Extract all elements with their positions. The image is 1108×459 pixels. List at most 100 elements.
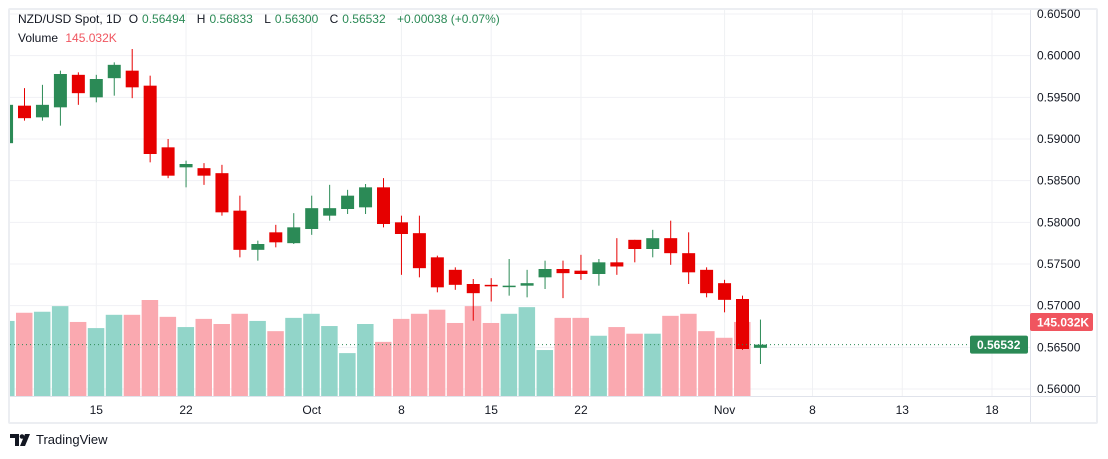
- legend: NZD/USD Spot, 1D O 0.56494 H 0.56833 L 0.56…: [18, 10, 504, 48]
- candle-body: [10, 104, 14, 144]
- candle-body: [179, 164, 193, 168]
- volume-label[interactable]: Volume: [18, 31, 59, 45]
- candle-body: [520, 283, 534, 286]
- candle-body: [574, 270, 588, 274]
- volume-bar: [464, 306, 482, 396]
- volume-bar: [51, 306, 69, 396]
- candle-body: [143, 85, 157, 154]
- current-price-badge-text: 0.56532: [977, 338, 1021, 352]
- symbol-title[interactable]: NZD/USD Spot, 1D: [18, 12, 122, 26]
- volume-bar: [518, 307, 536, 396]
- volume-bar: [267, 331, 284, 396]
- volume-bar: [339, 353, 356, 396]
- candle-body: [700, 269, 714, 294]
- volume-bar: [303, 313, 320, 396]
- volume-bar: [69, 321, 87, 396]
- volume-bar: [195, 318, 212, 396]
- price-tick-label: 0.56000: [1037, 382, 1081, 396]
- volume-bar: [10, 320, 15, 396]
- volume-bar: [698, 331, 715, 396]
- open-value: O 0.56494: [129, 12, 190, 26]
- candle-body: [71, 74, 85, 94]
- price-tick-label: 0.57500: [1037, 257, 1081, 271]
- volume-bar: [16, 312, 33, 396]
- low-label: L: [264, 12, 271, 26]
- volume-bar: [321, 326, 338, 396]
- candle-body: [359, 187, 373, 208]
- volume-bar: [375, 341, 392, 396]
- open-number: 0.56494: [142, 12, 186, 26]
- volume-bar: [285, 317, 302, 396]
- candle-body: [412, 233, 426, 269]
- volume-badge-text: 145.032K: [1037, 316, 1089, 330]
- time-tick-label: 22: [179, 403, 193, 417]
- volume-bar: [482, 322, 500, 396]
- volume-bar: [572, 317, 589, 396]
- candle-body: [323, 208, 337, 216]
- candle-body: [592, 262, 606, 274]
- time-tick-label: 13: [896, 403, 910, 417]
- candle-body: [377, 187, 390, 224]
- candle-body: [89, 79, 103, 98]
- volume-bar: [231, 313, 248, 396]
- volume-bar: [680, 313, 697, 396]
- candle-body: [251, 244, 265, 250]
- price-tick-label: 0.58000: [1037, 215, 1081, 229]
- candle-body: [215, 173, 229, 213]
- plot-area: [10, 49, 767, 396]
- chart-frame: [8, 8, 1098, 424]
- candle-body: [269, 232, 283, 243]
- candle-body: [107, 64, 121, 79]
- candle-body: [430, 257, 444, 288]
- volume-bar: [159, 316, 177, 396]
- volume-badge: [1030, 313, 1093, 331]
- candle-body: [197, 168, 211, 176]
- volume-value: 145.032K: [65, 31, 117, 45]
- candle-body: [610, 262, 624, 267]
- price-tick-label: 0.59000: [1037, 132, 1081, 146]
- price-tick-label: 0.56500: [1037, 340, 1081, 354]
- volume-bar: [716, 337, 733, 396]
- tradingview-logo[interactable]: TradingView: [10, 432, 108, 447]
- candle-body: [233, 210, 247, 250]
- close-number: 0.56532: [342, 12, 386, 26]
- volume-bar: [87, 328, 105, 396]
- candle-body: [484, 284, 498, 287]
- volume-bar: [428, 309, 446, 396]
- low-number: 0.56300: [274, 12, 319, 26]
- candle-body: [753, 344, 767, 348]
- volume-bar: [357, 324, 374, 396]
- volume-bar: [446, 322, 464, 396]
- candle-body: [394, 222, 408, 234]
- candle-body: [53, 74, 67, 108]
- volume-bar: [249, 320, 266, 396]
- high-value: H 0.56833: [197, 12, 257, 26]
- candle-body: [287, 227, 301, 244]
- time-tick-label: 8: [398, 403, 405, 417]
- tradingview-logo-icon: [10, 433, 30, 446]
- price-tick-label: 0.60500: [1037, 7, 1081, 21]
- candle-body: [448, 269, 462, 285]
- close-label: C: [329, 12, 339, 26]
- time-tick-label: 8: [809, 403, 816, 417]
- volume-bar: [123, 314, 141, 396]
- candle-body: [18, 105, 31, 119]
- time-tick-label: Oct: [302, 403, 321, 417]
- price-tick-label: 0.60000: [1037, 49, 1081, 63]
- price-tick-label: 0.58500: [1037, 174, 1081, 188]
- candle-body: [538, 269, 552, 278]
- candle-body: [502, 285, 516, 288]
- candle-body: [305, 208, 319, 229]
- volume-bar: [662, 315, 679, 396]
- low-value: L 0.56300: [264, 12, 322, 26]
- volume-bar: [590, 335, 607, 396]
- time-tick-label: 15: [90, 403, 104, 417]
- candle-body: [341, 195, 355, 209]
- candle-body: [646, 238, 660, 249]
- candle-body: [682, 253, 696, 273]
- open-label: O: [128, 12, 139, 26]
- volume-bar: [410, 313, 428, 396]
- volume-bar: [141, 300, 159, 396]
- volume-bar: [33, 311, 51, 396]
